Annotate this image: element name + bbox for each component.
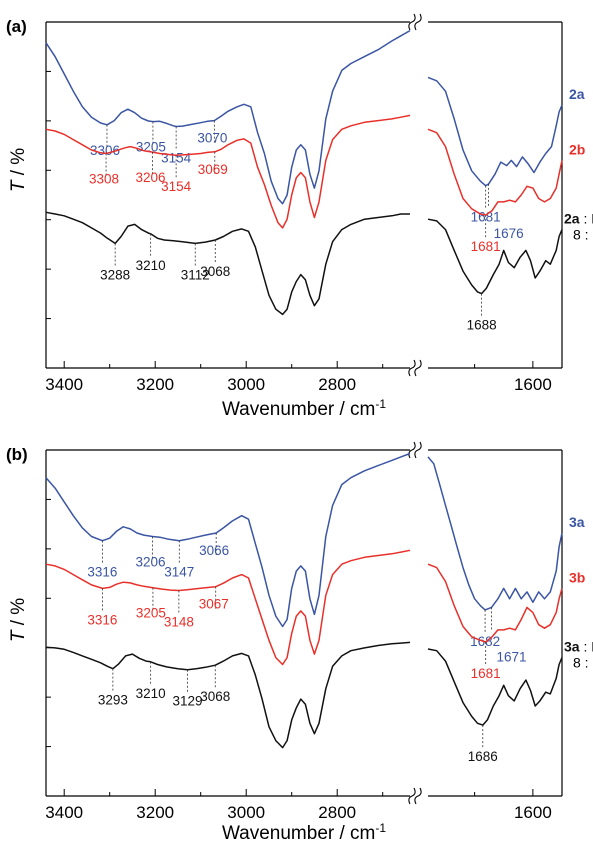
peak-label: 3068 [200, 264, 230, 279]
y-axis-label: T / % [8, 598, 29, 642]
series-label-bold: 2a [569, 86, 585, 102]
x-tick-label: 3400 [45, 803, 83, 822]
axis-break-mark [414, 13, 422, 31]
series-line-3a-k [45, 641, 563, 749]
peak-label: 1671 [496, 649, 526, 664]
series-label-bold: 3b [569, 569, 585, 585]
series-label: 2b [569, 141, 585, 157]
peak-label: 1681 [471, 666, 501, 681]
y-axis-label: T / % [8, 148, 29, 192]
peak-label: 3070 [197, 131, 227, 146]
peak-label: 3308 [89, 171, 119, 186]
peak-label: 3206 [135, 170, 165, 185]
x-axis-label: Wavenumber / cm-1 [222, 397, 386, 420]
series-line-3b [45, 549, 563, 666]
x-tick-label: 2800 [318, 375, 356, 394]
series-line-2b [45, 114, 563, 229]
panel-b: 3400 3200 3000 2800 1600 (b) Wavenumber / cm-1… [6, 441, 593, 844]
series-line-2a [45, 29, 563, 205]
peak-label: 3205 [136, 606, 166, 621]
peak-label: 3112 [181, 267, 210, 282]
peak-label: 3206 [135, 555, 165, 570]
axis-break-mark [408, 13, 416, 31]
peak-label: 3154 [161, 179, 192, 194]
y-axis-label-rest: / % [8, 148, 29, 181]
axis-break-mark [414, 359, 422, 377]
series-label-bold: 3a [564, 639, 580, 655]
series-label: 3a [569, 514, 585, 530]
peak-label: 3306 [90, 143, 120, 158]
peak-label: 1681 [471, 239, 501, 254]
peak-label: 3288 [100, 267, 130, 282]
series-label-rest: : K [580, 211, 593, 227]
y-axis-label-italic: T [8, 629, 29, 642]
series-label: 2a : K+ [564, 211, 593, 227]
panel-label: (b) [6, 445, 28, 464]
panel-a: 3400 3200 3000 2800 1600 (a) Wavenumber / cm-1… [6, 13, 593, 420]
x-axis-label-sup: -1 [375, 397, 386, 411]
series-label-bold: 2a [564, 211, 580, 227]
series-line-2a-k [45, 211, 563, 316]
peak-label: 3316 [87, 612, 117, 627]
peak-label: 3129 [172, 694, 202, 709]
x-tick-label: 3400 [45, 375, 83, 394]
peak-label: 1688 [467, 318, 497, 333]
x-tick-label: 3000 [227, 803, 265, 822]
peak-label: 3066 [199, 543, 229, 558]
peak-label: 3210 [136, 686, 166, 701]
series-label-rest: : K [580, 639, 593, 655]
x-tick-label: 3200 [136, 803, 174, 822]
peak-label: 1681 [471, 210, 501, 225]
series-label-ratio: 8 : 1 [573, 655, 593, 671]
series-label-bold: 2b [569, 141, 585, 157]
axis-break-mark [414, 787, 422, 805]
peak-label: 3069 [198, 162, 228, 177]
x-tick-label: 2800 [318, 803, 356, 822]
x-axis-label: Wavenumber / cm-1 [222, 821, 386, 844]
peak-label: 1676 [494, 226, 524, 241]
peak-label: 3293 [98, 693, 128, 708]
x-tick-label: 1600 [514, 803, 552, 822]
panel-label: (a) [6, 17, 27, 36]
peak-label: 3210 [136, 258, 166, 273]
y-axis-label-rest: / % [8, 598, 29, 631]
x-axis-label-sup: -1 [375, 821, 386, 835]
peak-label: 3148 [164, 614, 194, 629]
peak-label: 3147 [164, 565, 194, 580]
series-label: 3a : K+ [564, 639, 593, 655]
y-axis-label-italic: T [8, 179, 29, 192]
x-tick-label: 3000 [227, 375, 265, 394]
peak-label: 3068 [200, 689, 230, 704]
peak-label: 3067 [199, 597, 229, 612]
axis-break-mark [408, 359, 416, 377]
axis-break-mark [414, 441, 422, 459]
series-label-ratio: 8 : 1 [573, 227, 593, 243]
series-label: 3b [569, 569, 585, 585]
series-label: 2a [569, 86, 585, 102]
axis-break-mark [408, 441, 416, 459]
peak-label: 3316 [87, 565, 117, 580]
x-tick-label: 3200 [136, 375, 174, 394]
series-label-bold: 3a [569, 514, 585, 530]
x-tick-label: 1600 [514, 375, 552, 394]
series-line-3a [45, 452, 563, 628]
peak-label: 1686 [468, 749, 498, 764]
axis-break-mark [408, 787, 416, 805]
